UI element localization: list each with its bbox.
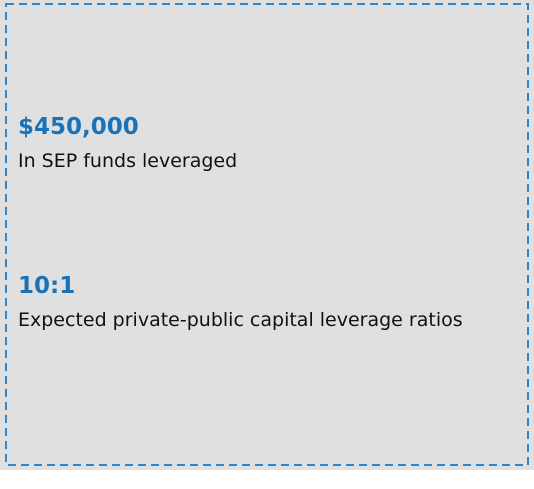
stat-value: 10:1 — [18, 273, 76, 299]
stat: 10:1 Expected private-public capital lev… — [18, 273, 498, 335]
stat-value: $450,000 — [18, 114, 139, 140]
dashed-border — [5, 3, 529, 466]
stat-label: In SEP funds leveraged — [18, 150, 238, 172]
stat: $450,000 In SEP funds leveraged — [18, 114, 518, 176]
stat-panel: $450,000 In SEP funds leveraged 10:1 Exp… — [0, 0, 534, 470]
stat-label: Expected private-public capital leverage… — [18, 309, 463, 331]
border-rect — [5, 3, 529, 466]
